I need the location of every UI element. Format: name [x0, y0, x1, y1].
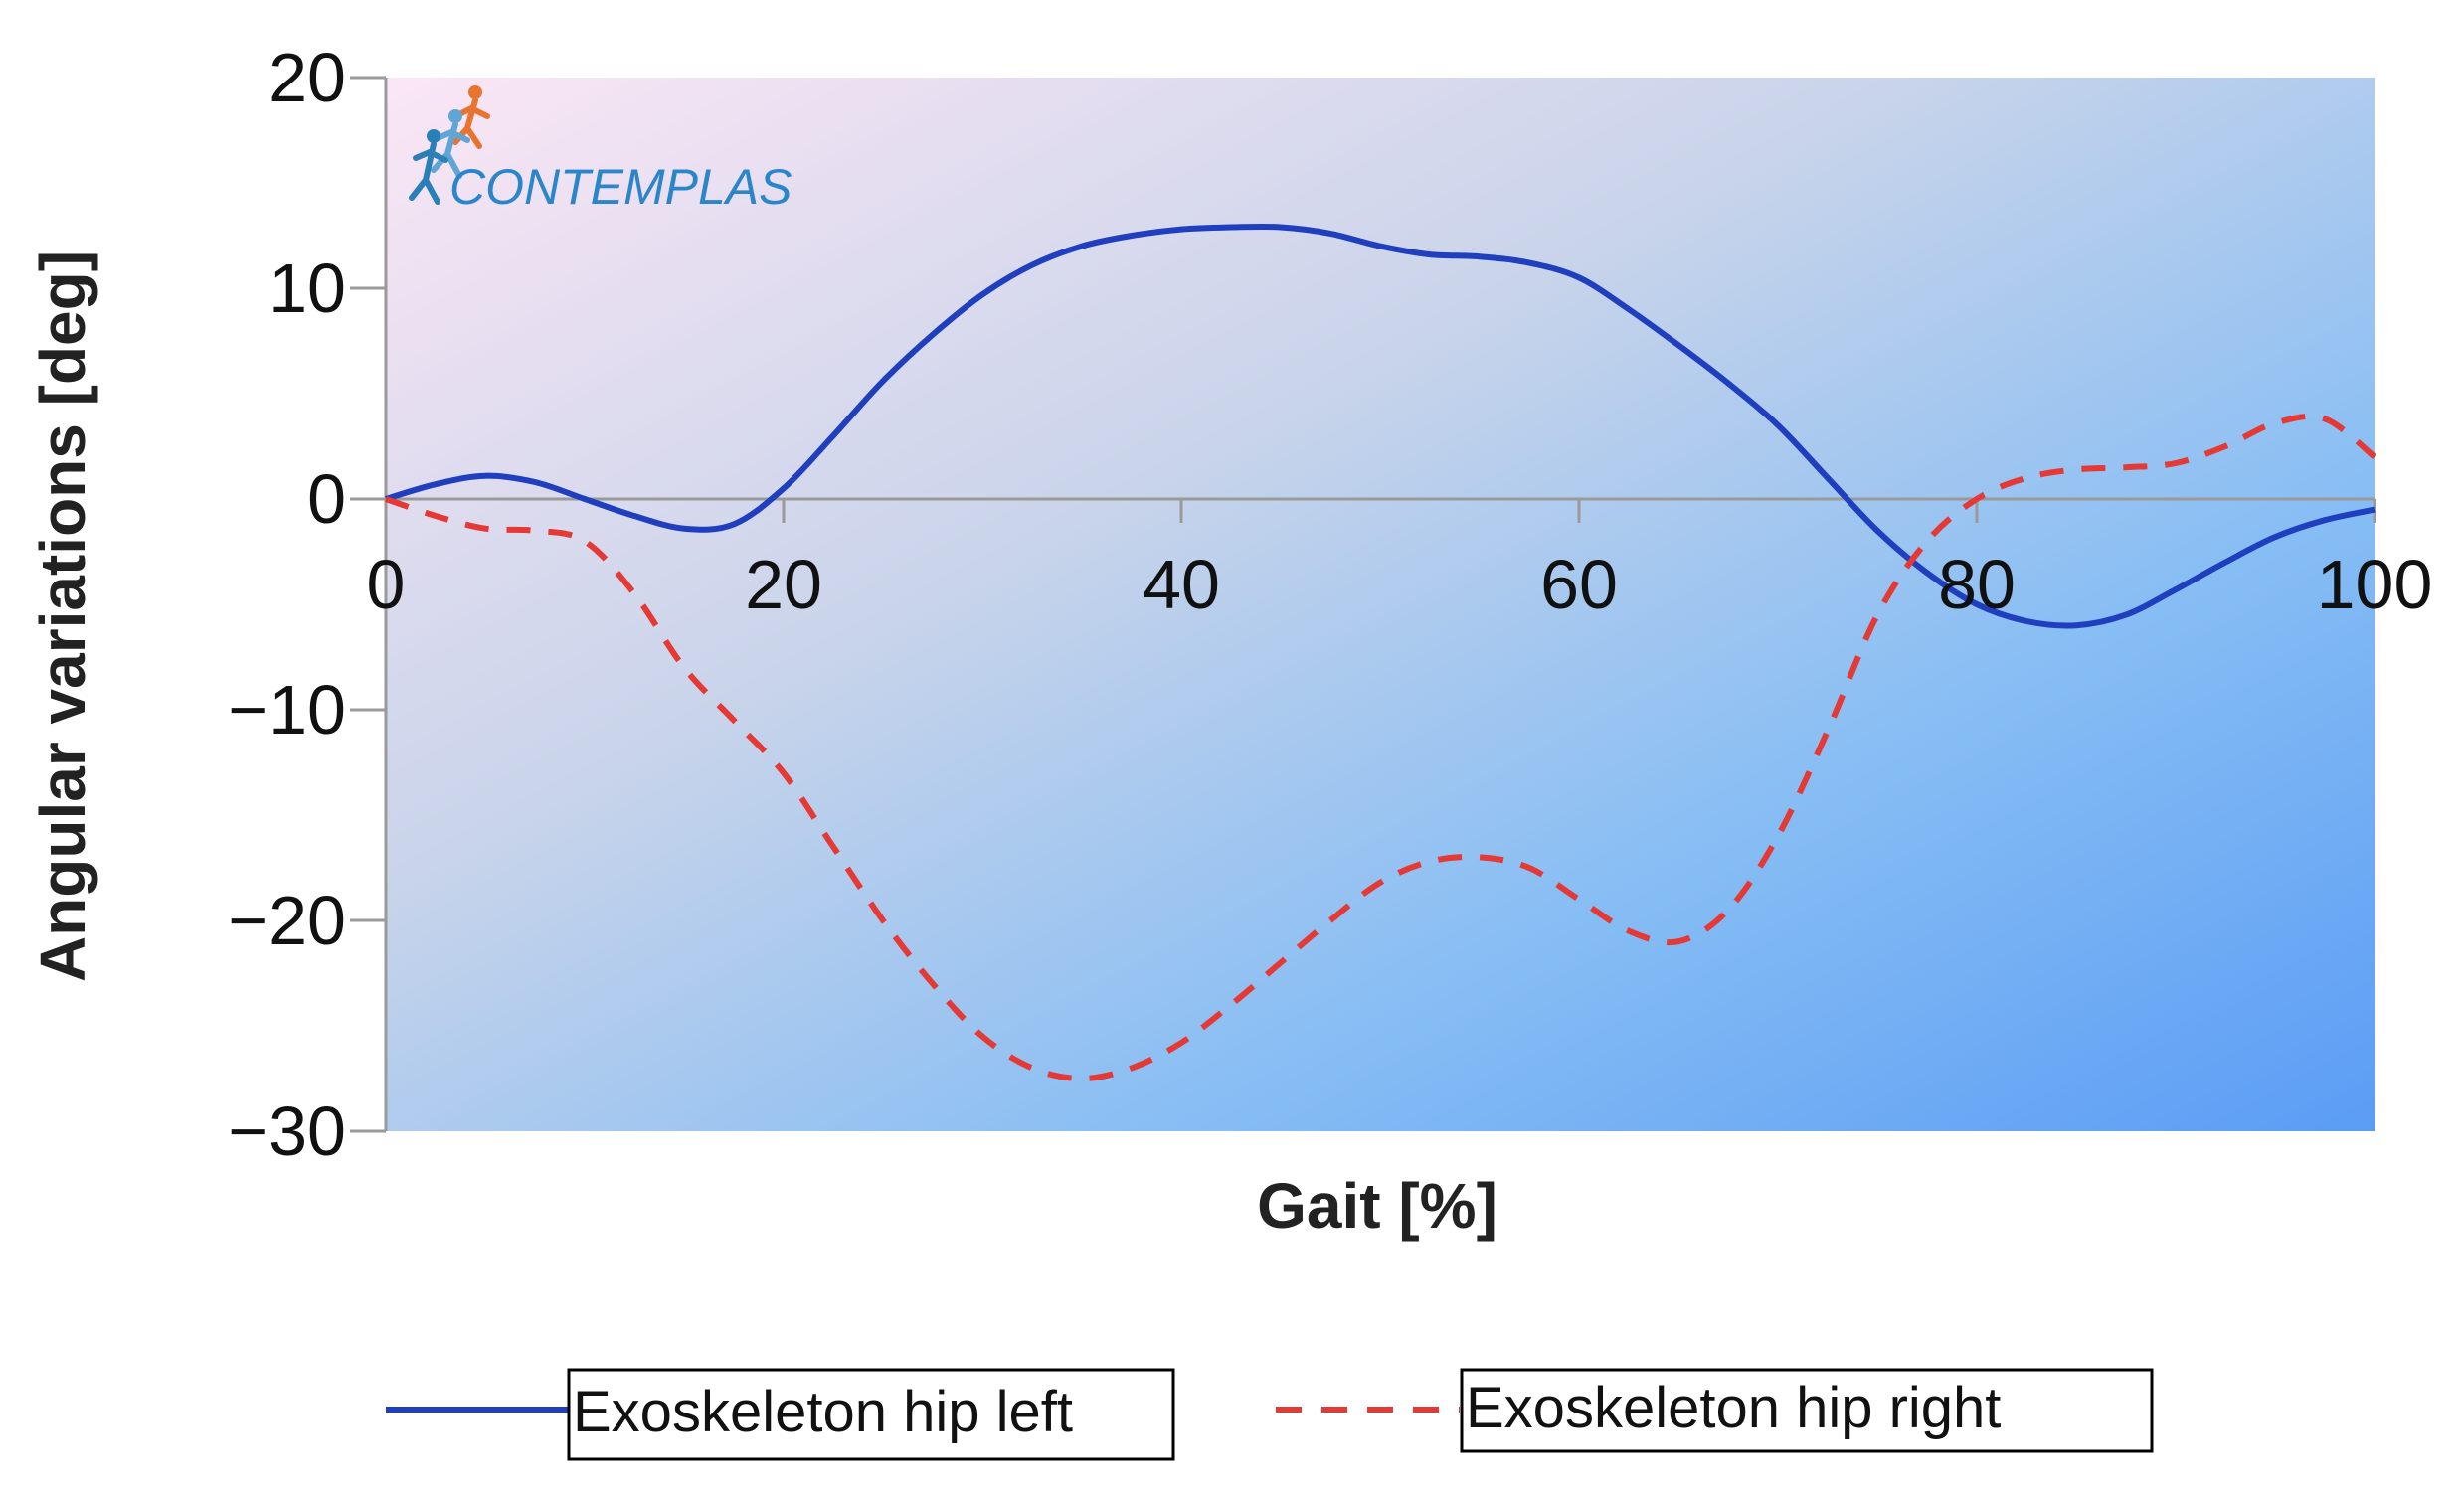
y-tick-label: 10 — [268, 249, 346, 327]
plot-area — [386, 78, 2375, 1131]
series-line-hip-left — [385, 223, 2376, 629]
y-tick-label: −20 — [228, 882, 346, 959]
axes — [350, 76, 2376, 1133]
x-tick-label: 100 — [2317, 546, 2433, 623]
y-tick-label: −30 — [228, 1092, 346, 1170]
legend-item-right: Exoskeleton hip right — [1276, 1368, 2154, 1453]
legend-item-left: Exoskeleton hip left — [386, 1368, 1175, 1461]
y-tick-label: 20 — [268, 39, 346, 116]
contemplas-logo: CONTEMPLAS — [409, 85, 792, 215]
x-tick-label: 20 — [745, 546, 822, 623]
y-tick-label: 0 — [307, 460, 346, 538]
series-layer — [385, 223, 2376, 1081]
series-line-hip-right — [385, 414, 2376, 1081]
logo-text: CONTEMPLAS — [449, 159, 792, 215]
x-tick-label: 60 — [1540, 546, 1618, 623]
x-tick-label: 0 — [367, 546, 406, 623]
legend: Exoskeleton hip left Exoskeleton hip rig… — [386, 1368, 2154, 1461]
x-tick-label: 80 — [1938, 546, 2016, 623]
legend-label-box-right — [1460, 1368, 2154, 1453]
x-axis-label: Gait [%] — [1257, 1170, 1497, 1242]
x-tick-label: 40 — [1143, 546, 1220, 623]
y-axis-label: Angular variations [deg] — [27, 250, 98, 982]
legend-label-right: Exoskeleton hip right — [1466, 1376, 2001, 1440]
legend-label-box-left — [567, 1368, 1175, 1461]
legend-label-left: Exoskeleton hip left — [573, 1380, 1073, 1444]
y-tick-label: −10 — [228, 671, 346, 748]
runner-icon — [409, 85, 490, 205]
